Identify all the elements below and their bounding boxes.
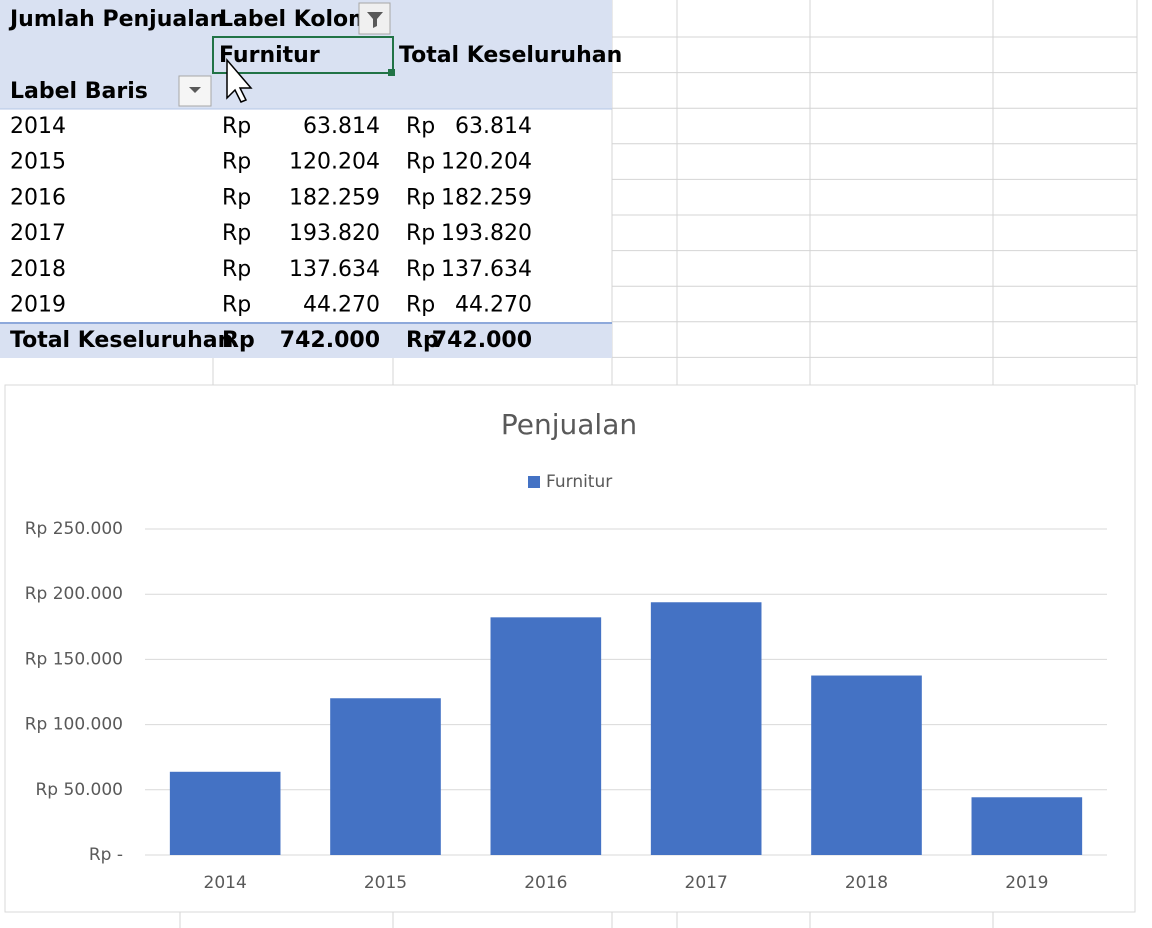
column-label: Label Kolom bbox=[219, 7, 371, 32]
pivot-cell: 182.259 bbox=[441, 185, 532, 210]
pivot-cell: 742.000 bbox=[432, 328, 532, 353]
sheet-grid bbox=[179, 0, 1138, 928]
pivot-cell: 120.204 bbox=[441, 150, 532, 175]
pivot-cell: 120.204 bbox=[289, 150, 380, 175]
pivot-cell: 193.820 bbox=[289, 221, 380, 246]
pivot-cell: 44.270 bbox=[455, 293, 532, 318]
pivot-cell: Rp bbox=[406, 221, 435, 246]
total-row-bg bbox=[0, 323, 612, 358]
row-filter-button[interactable] bbox=[178, 75, 212, 107]
bar bbox=[490, 617, 602, 855]
x-tick-label: 2016 bbox=[524, 873, 567, 893]
bar bbox=[971, 797, 1083, 855]
chart-title: Penjualan bbox=[501, 408, 637, 441]
pivot-cell: Rp bbox=[222, 328, 255, 353]
pivot-cell: 2014 bbox=[10, 114, 66, 139]
value-field: Jumlah Penjualan bbox=[8, 7, 225, 32]
pivot-cell: Rp bbox=[406, 257, 435, 282]
bar bbox=[811, 675, 922, 855]
x-tick-label: 2017 bbox=[685, 873, 728, 893]
legend-swatch bbox=[528, 476, 540, 488]
y-tick-label: Rp 50.000 bbox=[36, 780, 124, 800]
pivot-cell: Rp bbox=[222, 185, 251, 210]
pivot-cell: Rp bbox=[222, 150, 251, 175]
mouse-cursor bbox=[226, 57, 253, 103]
row-label: Label Baris bbox=[10, 79, 148, 104]
pivot-cell: 137.634 bbox=[441, 257, 532, 282]
pivot-cell: Rp bbox=[406, 293, 435, 318]
grand-total-header: Total Keseluruhan bbox=[399, 43, 622, 68]
chart: Rp - Rp 50.000 Rp 100.000 Rp 150.000 Rp 200.… bbox=[25, 472, 1107, 893]
pivot-cell: Rp bbox=[406, 185, 435, 210]
x-tick-label: 2015 bbox=[364, 873, 407, 893]
pivot-cell: Rp bbox=[406, 328, 439, 353]
x-tick-label: 2019 bbox=[1005, 873, 1048, 893]
pivot-cell: 193.820 bbox=[441, 221, 532, 246]
legend-label: Furnitur bbox=[546, 472, 612, 492]
pivot-cell: 137.634 bbox=[289, 257, 380, 282]
filter-button[interactable] bbox=[358, 2, 391, 35]
pivot-cell: 63.814 bbox=[303, 114, 380, 139]
pivot-cell: 2016 bbox=[10, 185, 66, 210]
pivot-cell: Total Keseluruhan bbox=[10, 328, 233, 353]
selected-cell[interactable] bbox=[212, 36, 394, 74]
column-item[interactable]: Furnitur bbox=[219, 43, 320, 68]
pivot-cell: 2017 bbox=[10, 221, 66, 246]
pivot-cell: Rp bbox=[222, 114, 251, 139]
pivot-cell: Rp bbox=[406, 114, 435, 139]
y-tick-label: Rp 100.000 bbox=[25, 715, 123, 735]
pivot-cell: 182.259 bbox=[289, 185, 380, 210]
y-tick-label: Rp 200.000 bbox=[25, 584, 123, 604]
bar bbox=[650, 602, 762, 855]
pivot-cell: Rp bbox=[222, 221, 251, 246]
x-tick-label: 2018 bbox=[845, 873, 888, 893]
y-tick-label: Rp 150.000 bbox=[25, 649, 123, 669]
y-tick-label: Rp 250.000 bbox=[25, 519, 123, 539]
pivot-cell: 2015 bbox=[10, 150, 66, 175]
bar bbox=[330, 698, 441, 855]
x-tick-label: 2014 bbox=[204, 873, 247, 893]
pivot-cell: Rp bbox=[222, 257, 251, 282]
fill-handle bbox=[388, 69, 395, 76]
pivot-header-bg bbox=[0, 0, 612, 109]
y-tick-label: Rp - bbox=[89, 845, 123, 865]
pivot-cell: 2018 bbox=[10, 257, 66, 282]
bar bbox=[169, 771, 281, 855]
pivot-cell: Rp bbox=[222, 293, 251, 318]
pivot-cell: 44.270 bbox=[303, 293, 380, 318]
pivot-cell: 2019 bbox=[10, 293, 66, 318]
pivot-cell: 63.814 bbox=[455, 114, 532, 139]
pivot-cell: 742.000 bbox=[280, 328, 380, 353]
pivot-cell: Rp bbox=[406, 150, 435, 175]
